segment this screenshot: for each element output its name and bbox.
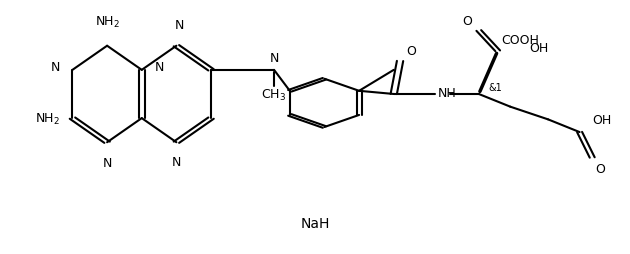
Text: NH$_2$: NH$_2$ (94, 15, 120, 30)
Text: N: N (103, 157, 112, 170)
Text: OH: OH (592, 114, 612, 127)
Text: COOH: COOH (501, 34, 539, 47)
Text: N: N (270, 52, 278, 65)
Text: N: N (50, 61, 60, 74)
Text: O: O (462, 15, 472, 28)
Text: CH$_3$: CH$_3$ (261, 88, 287, 103)
Text: NH$_2$: NH$_2$ (35, 112, 60, 127)
Text: O: O (406, 45, 416, 58)
Text: N: N (172, 156, 181, 169)
Text: NaH: NaH (301, 216, 329, 231)
Text: OH: OH (529, 42, 549, 55)
Text: O: O (595, 163, 605, 176)
Text: N: N (154, 61, 164, 74)
Text: &1: &1 (488, 83, 502, 93)
Text: NH: NH (438, 87, 457, 101)
Text: N: N (175, 19, 184, 32)
